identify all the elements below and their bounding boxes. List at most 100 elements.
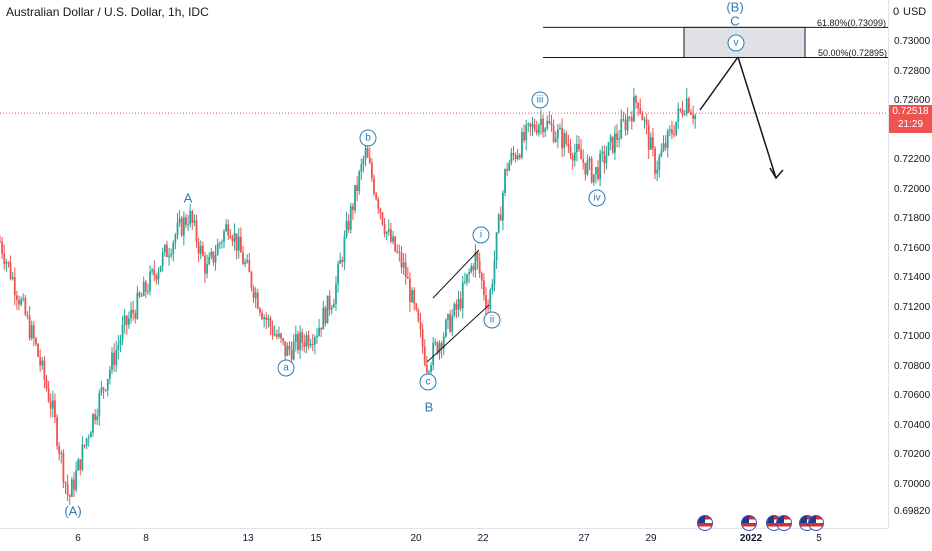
candle-body [679, 108, 682, 110]
candle-body [521, 132, 523, 158]
candle-body [675, 121, 678, 135]
candle-body [573, 152, 576, 161]
candle-body [616, 133, 618, 140]
candle-body [614, 133, 616, 153]
candle-body [694, 115, 697, 119]
candle-body [428, 371, 430, 373]
us-event-flag-icon[interactable] [741, 515, 757, 531]
us-event-flag-icon[interactable] [697, 515, 713, 531]
candle-body [647, 124, 650, 150]
candle-body [339, 259, 342, 264]
candle-body [594, 167, 597, 175]
candle-body [324, 307, 327, 324]
candle-body [607, 142, 610, 156]
candle-body [64, 482, 67, 484]
candle-body [278, 333, 280, 337]
candle-body [371, 162, 373, 179]
candle-body [282, 338, 285, 342]
candle-body [330, 307, 333, 310]
candle-body [0, 241, 1, 243]
candle-body [149, 271, 151, 292]
candle-body [554, 138, 557, 142]
candle-body [662, 143, 665, 151]
candle-body [313, 337, 316, 345]
candle-body [406, 277, 409, 279]
candle-body [635, 96, 637, 103]
price-tick-label: 0.70800 [894, 360, 931, 372]
fib-label-618: 61.80%(0.73099) [817, 18, 887, 28]
candle-body [687, 98, 690, 113]
candle-body [611, 136, 614, 153]
price-tick-label: 0.72600 [894, 95, 931, 107]
candle-body [459, 298, 462, 309]
candle-body [153, 269, 156, 276]
candle-body [417, 309, 420, 322]
candle-body [199, 245, 202, 254]
time-tick-label: 27 [578, 533, 590, 544]
candle-body [77, 459, 80, 471]
candle-body [92, 413, 94, 433]
candle-body [189, 211, 192, 225]
candle-body [390, 229, 392, 242]
candle-body [373, 178, 375, 194]
candle-body [347, 220, 350, 230]
candle-body [404, 262, 407, 278]
us-event-flag-icon[interactable] [776, 515, 792, 531]
time-tick-label: 22 [477, 533, 489, 544]
candle-body [246, 260, 249, 263]
candle-body [666, 130, 669, 148]
candle-body [504, 169, 506, 193]
candle-body [206, 264, 208, 274]
wave-label-B-paren: (B) [726, 0, 744, 15]
candle-body [656, 169, 659, 174]
candle-body [368, 157, 371, 163]
candle-body [237, 236, 240, 251]
price-chart[interactable] [0, 0, 888, 528]
time-axis[interactable]: 6 8 13 15 20 22 27 29 2022 5 [0, 528, 888, 551]
candle-body [1, 241, 4, 254]
candle-body [575, 143, 578, 153]
candle-body [584, 162, 587, 175]
candle-body [256, 292, 259, 309]
candle-body [366, 148, 369, 158]
wave-label-A: A [183, 190, 193, 206]
price-tick-label: 0.73000 [894, 36, 931, 47]
candle-body [271, 326, 274, 336]
candle-body [125, 315, 128, 325]
candle-body [544, 128, 547, 133]
candle-body [89, 432, 92, 438]
candle-body [136, 292, 139, 319]
candle-body [5, 262, 8, 264]
candle-body [208, 256, 211, 265]
price-tick-label: 0.69820 [894, 505, 931, 517]
candle-body [345, 220, 348, 237]
us-event-flag-icon[interactable] [808, 515, 824, 531]
candle-body [113, 352, 116, 366]
candle-body [98, 393, 101, 417]
candle-body [214, 255, 217, 263]
candle-body [193, 220, 196, 223]
candle-body [476, 252, 479, 261]
candle-body [645, 119, 648, 125]
candle-body [569, 146, 572, 156]
currency-label[interactable]: USD [903, 6, 927, 18]
candle-body [434, 342, 437, 344]
candle-body [415, 303, 418, 310]
candle-body [379, 208, 382, 213]
candle-body [468, 272, 471, 275]
candle-body [491, 284, 494, 291]
price-axis[interactable]: 0.73000 0.72800 0.72600 0.72200 0.72000 0.718… [888, 0, 932, 528]
candle-body [489, 290, 492, 309]
candle-body [273, 334, 276, 336]
candle-body [16, 295, 18, 300]
candle-body [692, 114, 694, 119]
candle-body [265, 317, 268, 320]
candle-body [155, 275, 158, 280]
candle-body [649, 137, 652, 150]
candle-body [447, 314, 449, 321]
candle-body [235, 233, 238, 251]
candle-body [643, 119, 646, 121]
candle-body [362, 158, 365, 165]
candle-body [430, 365, 432, 372]
candle-body [451, 315, 454, 332]
